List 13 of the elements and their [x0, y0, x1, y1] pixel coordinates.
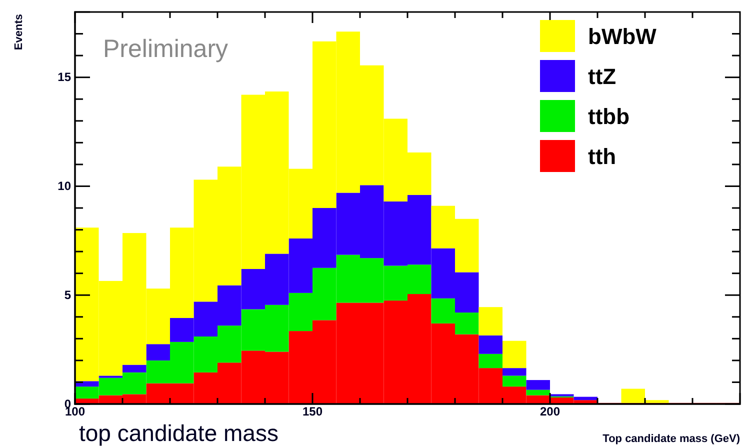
- x-tick-label: 200: [540, 404, 560, 419]
- text: top candidate mass: [79, 420, 278, 446]
- legend-label: tth: [588, 144, 616, 169]
- y-tick-label: 10: [58, 179, 72, 194]
- legend-label: ttbb: [588, 104, 630, 129]
- legend-label: ttZ: [588, 64, 616, 89]
- y-tick-label: 15: [58, 70, 72, 84]
- x-axis-title: Top candidate mass (GeV): [602, 433, 740, 445]
- annotation: Preliminary: [103, 35, 229, 63]
- legend-label: bWbW: [588, 24, 657, 49]
- y-tick-label: 5: [64, 288, 72, 302]
- x-tick-label: 150: [302, 404, 323, 419]
- y-axis-title: Events: [13, 14, 25, 50]
